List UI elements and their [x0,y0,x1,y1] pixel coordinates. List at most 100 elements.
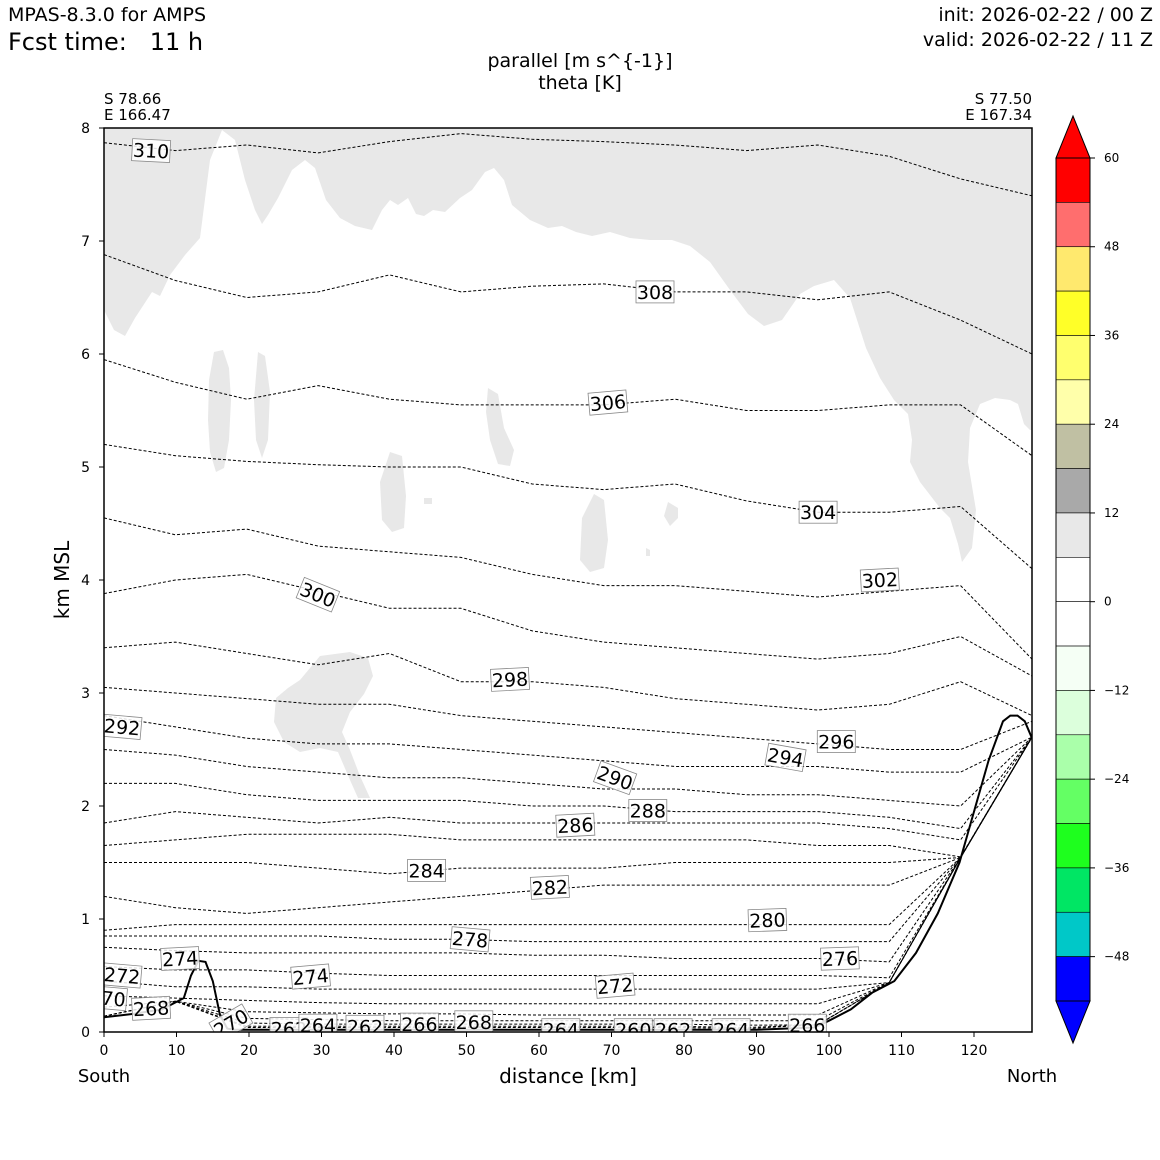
contour-label-box [345,1014,385,1032]
contour-label-box [592,760,638,796]
contour-label-276: 276 [820,946,860,971]
contour-label-box [816,730,856,753]
plot-area: 310 308 306 304 302 300 298 296 294 292 290 288 286 2… [103,128,1032,1042]
north-label: North [1007,1066,1057,1087]
contour-label-box [613,1018,653,1032]
forecast-time-label: Fcst time: [8,28,127,56]
forecast-time-value: 11 h [149,28,204,56]
contour-label-text: 298 [491,668,528,692]
contour-label-288: 288 [628,799,668,823]
contour-label-304: 304 [798,500,838,524]
contour-label-box [449,926,491,953]
parallel-wind-shading [104,128,1032,798]
contour-label-box [104,713,143,740]
contour-label-box [131,995,172,1021]
contour-label-text: 292 [103,715,141,740]
colorbar-tick-label: 60 [1104,151,1119,165]
colorbar-segment [1055,335,1091,381]
colorbar-segment [1055,645,1091,691]
contour-label-text: 272 [103,964,141,989]
y-tick-label: 4 [81,573,90,589]
contour-label-text: 302 [861,569,898,593]
end-point-lat: S 77.50 [975,90,1032,108]
contour-label-302: 302 [859,567,900,593]
shaded-region-upper [104,128,1032,562]
contour-label-box [711,1018,751,1032]
contour-label-268: 268 [131,995,172,1021]
contour-label-280: 280 [747,908,788,933]
contour-label-box [399,1012,439,1032]
contour-label-text: 310 [132,140,169,164]
colorbar-segment [1055,690,1091,736]
y-tick-label: 0 [81,1025,90,1041]
theta-contour-270 [104,736,1032,1005]
south-label: South [78,1066,130,1087]
contour-label-box [104,985,128,1012]
contour-label-text: 300 [297,579,339,613]
contour-label-box [131,138,172,163]
shaded-region-blob-1 [208,350,231,472]
contour-label-box [104,962,143,989]
theta-contour-286 [104,736,1032,858]
theta-contour-300 [104,573,1032,677]
model-title: MPAS-8.3.0 for AMPS [8,4,207,26]
contour-label-text: 284 [408,860,444,882]
y-axis-label: km MSL [50,540,74,619]
theta-contour-306 [104,359,1032,457]
contour-labels: 310 308 306 304 302 300 298 296 294 292 290 288 286 2… [103,138,900,1042]
contour-label-box [160,946,201,971]
contour-label-text: 274 [161,948,198,972]
contour-label-264: 264 [298,1013,338,1032]
contour-label-text: 264 [713,1020,749,1042]
contour-label-264: 264 [711,1018,751,1042]
x-tick-label: 70 [603,1043,621,1059]
contour-label-box [529,875,570,900]
x-tick-label: 30 [313,1043,331,1059]
colorbar-segment [1055,379,1091,425]
contour-label-text: 288 [630,801,666,823]
contour-label-306: 306 [587,389,629,416]
shaded-region-blob-6 [664,502,678,526]
contour-label-text: 276 [821,948,858,971]
colorbar-tick-label: −12 [1104,683,1129,697]
contour-label-text: 278 [451,928,489,953]
contour-label-text: 264 [543,1020,579,1042]
colorbar-segment [1055,468,1091,514]
contour-label-box [653,1018,693,1032]
contour-label-box [298,1013,338,1032]
contour-label-text: 272 [596,974,634,999]
x-tick-label: 10 [168,1043,186,1059]
contour-label-text: 262 [655,1020,691,1042]
shaded-region-blob-8 [646,548,650,556]
contour-label-box [747,908,788,933]
valid-time: valid: 2026-02-22 / 11 Z [922,29,1153,51]
start-point-lon: E 166.47 [104,106,171,124]
contour-label-text: 262 [271,1019,307,1041]
contour-label-text: 274 [292,965,330,990]
shaded-region-blob-4 [380,452,406,532]
contour-label-266: 266 [399,1012,439,1032]
contour-label-text: 280 [749,909,786,932]
contour-label-264: 264 [541,1018,581,1042]
colorbar-segment [1055,911,1091,957]
contour-label-text: 262 [347,1016,383,1038]
y-tick-label: 1 [81,912,90,928]
colorbar-under-arrow [1055,1000,1091,1045]
contour-label-text: 268 [132,997,169,1021]
contour-label-272: 272 [103,962,143,989]
colorbar: 60 48 36 24 12 0 −12 −24 −36 −48 [1055,114,1129,1045]
x-tick-label: 80 [675,1043,693,1059]
colorbar-segment [1055,734,1091,780]
y-tick-label: 3 [81,686,90,702]
contour-label-box [787,1013,827,1032]
contour-label-262: 262 [345,1014,385,1038]
contour-label-268: 268 [454,1010,494,1032]
contour-label-text: 282 [531,876,568,900]
contour-label-text: 306 [589,391,627,416]
colorbar-segment [1055,512,1091,558]
contour-label-300: 300 [295,576,341,613]
contour-label-text: 308 [637,282,673,304]
colorbar-tick-label: −48 [1104,950,1129,964]
contour-label-box [290,963,331,990]
colorbar-tick-label: 24 [1104,417,1119,431]
